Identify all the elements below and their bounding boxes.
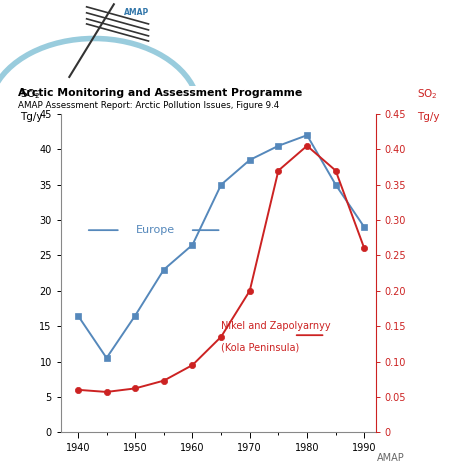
Text: (Kola Peninsula): (Kola Peninsula) [221,343,300,353]
Text: Tg/y: Tg/y [417,112,439,122]
Text: SO$_2$: SO$_2$ [417,87,437,101]
Text: AMAP: AMAP [124,9,149,17]
Text: Tg/y: Tg/y [20,112,42,122]
Text: AMAP Assessment Report: Arctic Pollution Issues, Figure 9.4: AMAP Assessment Report: Arctic Pollution… [18,101,279,110]
Text: AMAP: AMAP [377,453,405,463]
Text: Nikel and Zapolyarnyy: Nikel and Zapolyarnyy [221,321,331,331]
Text: SO$_2$: SO$_2$ [20,87,40,101]
Text: Arctic Monitoring and Assessment Programme: Arctic Monitoring and Assessment Program… [18,88,302,98]
Text: Europe: Europe [136,225,175,235]
